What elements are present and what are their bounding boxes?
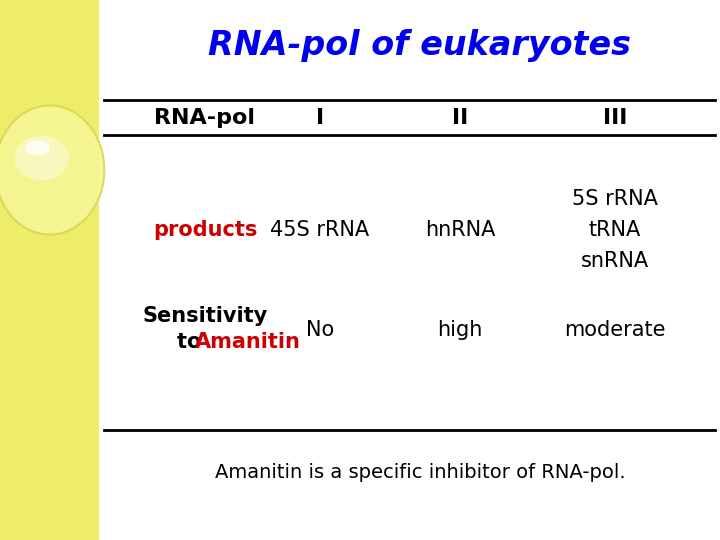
Ellipse shape [14, 136, 69, 180]
Text: to: to [177, 332, 209, 352]
Text: I: I [316, 108, 324, 128]
Text: Sensitivity: Sensitivity [143, 306, 268, 326]
Text: 45S rRNA: 45S rRNA [271, 220, 369, 240]
Text: RNA-pol of eukaryotes: RNA-pol of eukaryotes [209, 29, 631, 62]
Text: 5S rRNA
tRNA
snRNA: 5S rRNA tRNA snRNA [572, 189, 658, 271]
Text: moderate: moderate [564, 320, 666, 340]
Ellipse shape [25, 140, 50, 156]
Text: Amanitin: Amanitin [195, 332, 301, 352]
Text: No: No [306, 320, 334, 340]
Text: products: products [153, 220, 257, 240]
Text: Amanitin is a specific inhibitor of RNA-pol.: Amanitin is a specific inhibitor of RNA-… [215, 462, 625, 482]
Text: RNA-pol: RNA-pol [155, 108, 256, 128]
Text: hnRNA: hnRNA [425, 220, 495, 240]
Text: high: high [437, 320, 482, 340]
Text: II: II [452, 108, 468, 128]
Text: III: III [603, 108, 627, 128]
Ellipse shape [0, 105, 104, 234]
Bar [0, 0, 99, 540]
